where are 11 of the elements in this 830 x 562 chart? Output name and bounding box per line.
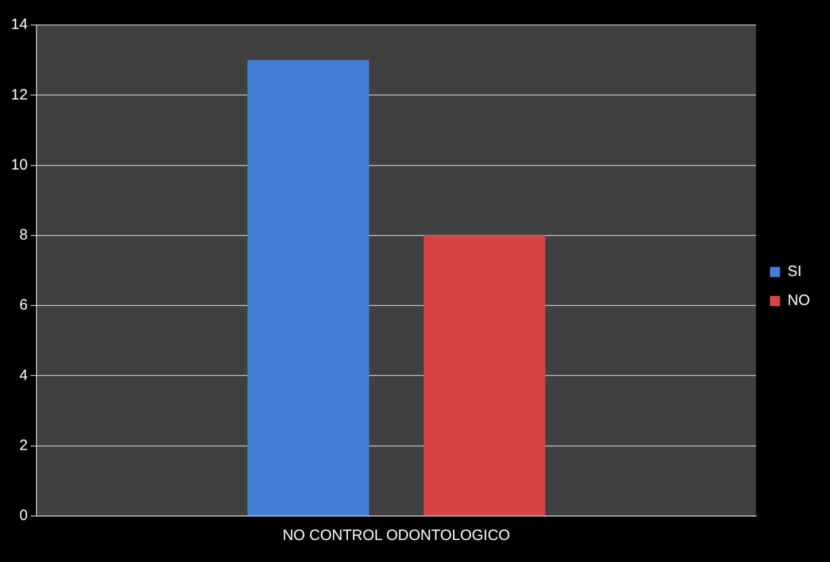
y-tick-label: 2 xyxy=(19,437,28,454)
x-tick-label: NO CONTROL ODONTOLOGICO xyxy=(282,527,510,544)
y-tick-label: 4 xyxy=(19,366,28,384)
legend-label: SI xyxy=(788,263,802,280)
y-tick-label: 6 xyxy=(19,296,28,314)
y-tick-label: 14 xyxy=(10,16,28,34)
y-tick-label: 8 xyxy=(19,226,28,244)
legend-label: NO xyxy=(788,292,810,310)
y-tick-label: 0 xyxy=(19,507,28,524)
y-tick-label: 10 xyxy=(10,156,28,174)
y-tick-label: 12 xyxy=(10,86,28,104)
